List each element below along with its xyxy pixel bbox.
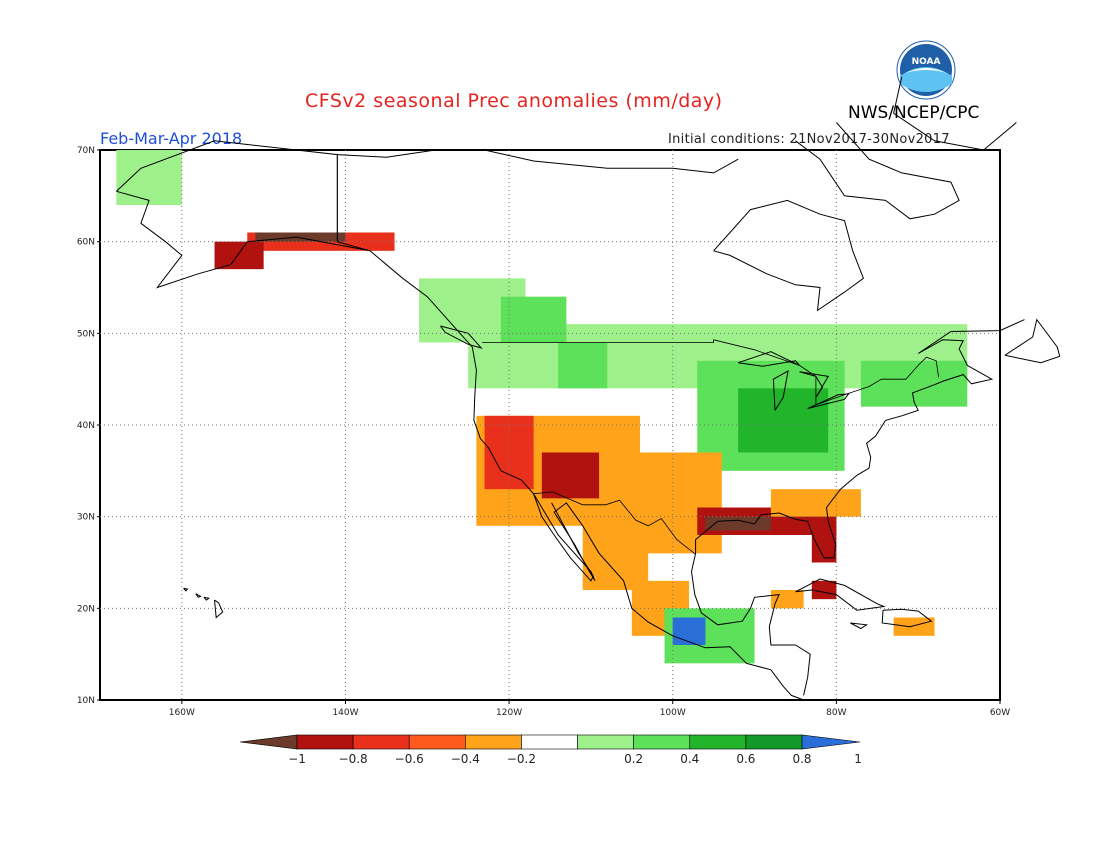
colorbar-swatch [465,734,522,750]
anomaly-region-orange [770,489,861,517]
coastline-segment [850,622,869,630]
colorbar-label: −0.4 [451,752,480,766]
coastline-segment [690,319,1025,696]
colorbar-swatch [296,734,354,750]
lon-tick-label: 80W [826,708,846,718]
colorbar-swatch [577,734,634,750]
colorbar-swatch [408,734,466,750]
coastline-segment [713,199,865,312]
anomaly-region-orange [770,590,804,609]
coastlines [116,76,1061,701]
coastline-segment [799,371,829,398]
colorbar-label: −0.8 [339,752,368,766]
map-title: CFSv2 seasonal Prec anomalies (mm/day) [305,90,723,112]
colorbar: −1 −0.8 −0.6 −0.4 −0.2 0.2 0.4 0.6 0.8 1 [239,734,862,766]
lon-tick-label: 140W [332,708,358,718]
lon-tick-label: 160W [169,708,195,718]
coastline-segment [337,149,739,174]
coastline-segment [214,599,224,619]
coastline-segment [369,250,804,701]
anomaly-region-orange [640,452,722,554]
anomaly-layer [116,150,968,664]
colorbar-label: −1 [288,752,306,766]
axis-labels: 70N 60N 50N 40N 30N 20N 10N 160W 140W 120W 100W 80W… [77,146,1010,718]
lat-tick-label: 10N [77,696,95,706]
colorbar-swatch [352,734,410,750]
anomaly-region-darkred [214,241,264,270]
colorbar-label: 0.4 [680,752,699,766]
noaa-logo: NOAA [896,40,956,100]
anomaly-region-darkgreen [738,388,829,453]
anomaly-region-green [860,360,968,407]
colorbar-swatch [689,734,747,750]
anomaly-region-brown [705,516,771,531]
lon-tick-label: 60W [990,708,1010,718]
org-label: NWS/NCEP/CPC [848,103,980,123]
colorbar-label: −0.2 [507,752,536,766]
lat-tick-label: 40N [77,421,95,431]
lat-tick-label: 60N [77,238,95,248]
lon-tick-label: 100W [660,708,686,718]
political-boundary [482,339,939,406]
lat-tick-label: 20N [77,604,95,614]
lat-tick-label: 70N [77,146,95,156]
anomaly-region-green [558,342,608,389]
colorbar-low-arrow [239,734,298,750]
anomaly-region-darkred [811,580,837,600]
coastline-segment [795,122,960,220]
colorbar-label: 1 [854,752,862,766]
coastline-segment [795,578,886,611]
coastline-segment [183,587,189,592]
anomaly-region-darkred [541,452,600,499]
colorbar-label: 0.6 [736,752,755,766]
coastline-segment [533,493,594,582]
lat-tick-label: 30N [77,513,95,523]
colorbar-swatch [521,734,578,750]
anomaly-region-brown [255,232,346,242]
logo-text: NOAA [912,57,941,67]
colorbar-label: 0.8 [792,752,811,766]
anomaly-region-blue [672,617,706,645]
coastline-segment [807,393,850,409]
colorbar-swatch [745,734,803,750]
colorbar-label: 0.2 [624,752,643,766]
lon-tick-label: 120W [496,708,522,718]
coastline-segment [195,593,202,598]
coastline-segment [440,325,483,349]
lat-tick-label: 50N [77,329,95,339]
initial-conditions-label: Initial conditions: 21Nov2017-30Nov2017 [668,132,950,147]
coastline-segment [881,608,933,628]
anomaly-region-orange [893,617,935,636]
coastline-segment [1004,318,1061,364]
colorbar-label: −0.6 [395,752,424,766]
coastline-segment [893,76,1017,151]
coastline-segment [116,140,371,289]
coastline-segment [203,596,210,601]
colorbar-high-arrow [801,734,861,750]
coastline-segment [772,369,789,411]
colorbar-swatch [633,734,691,750]
anomaly-region-darkred [811,525,837,563]
political-boundary [532,491,696,555]
anomaly-region-red [484,415,534,490]
anomaly-region-lightgreen [116,150,182,205]
anomaly-region-green [500,296,567,343]
